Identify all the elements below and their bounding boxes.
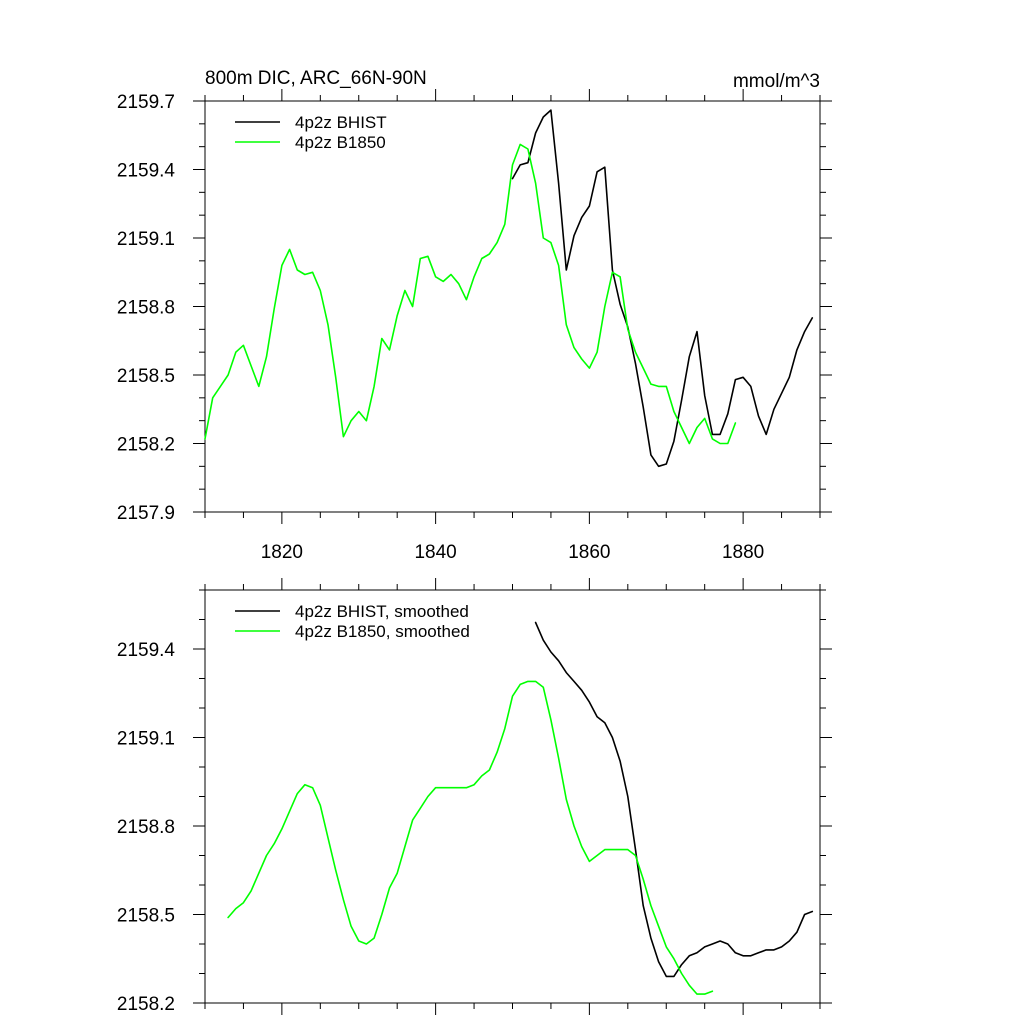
units-label: mmol/m^3 [733, 71, 820, 92]
x-tick-label: 1820 [261, 542, 303, 563]
legend-label: 4p2z B1850 [295, 133, 386, 152]
y-tick-label: 2159.4 [117, 161, 176, 182]
y-tick-label: 2157.9 [117, 503, 175, 524]
series-line-4p2z-bhist-smoothed [534, 621, 814, 978]
y-tick-label: 2159.1 [117, 229, 175, 250]
legend-label: 4p2z BHIST [295, 113, 387, 132]
series-line-4p2z-b1850 [204, 143, 737, 445]
series-line-4p2z-b1850-smoothed [227, 680, 714, 995]
x-tick-label: 1840 [414, 542, 456, 563]
y-tick-label: 2158.2 [117, 994, 175, 1015]
y-tick-label: 2159.4 [117, 640, 176, 661]
top-panel: 1820 1840 1860 1880 2157.9 2158.2 2158.5 2158.8… [117, 89, 832, 563]
x-tick-label: 1880 [722, 542, 764, 563]
legend-label: 4p2z BHIST, smoothed [295, 602, 469, 621]
y-tick-label: 2158.2 [117, 435, 175, 456]
y-tick-label: 2158.5 [117, 366, 175, 387]
y-tick-label: 2158.5 [117, 906, 175, 927]
y-tick-label: 2158.8 [117, 298, 175, 319]
bottom-panel: 2158.2 2158.5 2158.8 2159.1 2159.4 4p2z BHIST… [117, 578, 832, 1015]
plot-frame [204, 589, 821, 1004]
series-line-4p2z-bhist [511, 109, 814, 468]
x-tick-label: 1860 [568, 542, 610, 563]
y-tick-label: 2159.1 [117, 729, 175, 750]
y-tick-label: 2159.7 [117, 92, 175, 113]
chart-title: 800m DIC, ARC_66N-90N [205, 68, 427, 89]
y-tick-label: 2158.8 [117, 817, 175, 838]
legend-label: 4p2z B1850, smoothed [295, 622, 470, 641]
